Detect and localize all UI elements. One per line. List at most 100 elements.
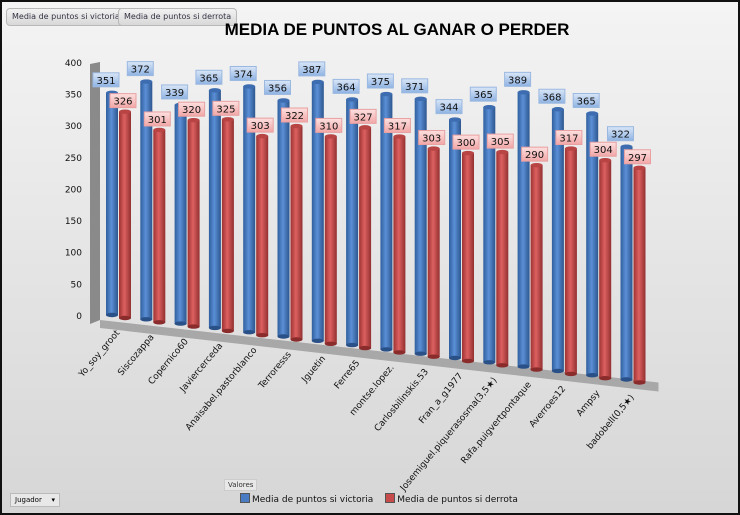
- jugador-field-dropdown[interactable]: Jugador ▾: [10, 493, 60, 507]
- data-label: 375: [371, 77, 390, 88]
- bar-base: [551, 368, 564, 374]
- bar-base: [153, 320, 166, 325]
- bar-victoria: [517, 92, 530, 367]
- legend-item-derrota: Media de puntos si derrota: [385, 493, 518, 505]
- data-label: 322: [285, 111, 304, 122]
- bar-cap: [346, 97, 359, 102]
- bar-cap: [414, 96, 427, 102]
- bar-cap: [564, 146, 577, 151]
- bar-derrota: [221, 119, 234, 331]
- data-label-box: [418, 130, 446, 146]
- values-field-button[interactable]: Valores: [224, 479, 258, 491]
- bar-base: [324, 341, 337, 346]
- bar-base: [586, 373, 599, 378]
- bar-derrota: [530, 165, 543, 370]
- bar-base: [449, 355, 461, 361]
- legend-item-victoria: Media de puntos si victoria: [240, 493, 373, 505]
- data-label: 356: [268, 83, 287, 94]
- bar-victoria: [483, 107, 496, 363]
- data-label-box: [281, 107, 308, 123]
- x-tick-label: Rafa.puigvertpontaque: [460, 380, 535, 466]
- data-label: 303: [251, 121, 270, 132]
- bar-derrota: [633, 167, 646, 383]
- x-tick-label: Ferre65: [333, 359, 363, 392]
- data-label-box: [572, 92, 600, 108]
- x-tick-label: Yo_soy_groot: [77, 328, 123, 380]
- bar-base: [496, 363, 509, 368]
- data-label: 320: [182, 105, 201, 116]
- bar-victoria: [380, 94, 393, 350]
- x-tick-label: Terroresss: [256, 350, 294, 392]
- data-label-box: [435, 99, 463, 115]
- bar-victoria: [174, 104, 187, 324]
- data-label: 344: [439, 103, 458, 114]
- bar-victoria: [243, 86, 256, 333]
- data-label: 297: [628, 153, 647, 164]
- dropdown-arrow-icon: ▾: [51, 496, 55, 504]
- data-label-box: [161, 84, 189, 100]
- bar-cap: [140, 79, 153, 84]
- bar-base: [140, 317, 153, 322]
- data-label-box: [332, 78, 360, 94]
- y-tick-label: 300: [65, 122, 82, 132]
- bar-derrota: [393, 136, 406, 353]
- bar-cap: [633, 165, 646, 170]
- bar-derrota: [564, 148, 577, 374]
- data-label-box: [264, 79, 291, 95]
- data-label: 300: [456, 138, 475, 149]
- data-label: 365: [474, 90, 493, 101]
- legend-label: Media de puntos si victoria: [252, 495, 374, 505]
- bar-cap: [256, 133, 269, 139]
- data-label: 371: [405, 82, 424, 93]
- data-label-box: [452, 134, 480, 150]
- bar-victoria: [311, 81, 324, 341]
- bar-base: [620, 377, 633, 382]
- bar-base: [393, 350, 406, 355]
- bar-derrota: [462, 153, 474, 361]
- jugador-label: Jugador: [15, 496, 42, 504]
- bar-base: [427, 354, 440, 359]
- bar-base: [380, 347, 393, 352]
- bar-victoria: [620, 146, 633, 380]
- data-label: 317: [388, 122, 407, 133]
- back-wall-side: [90, 62, 100, 324]
- data-label-box: [212, 100, 240, 116]
- data-label-box: [401, 78, 429, 94]
- bar-victoria: [140, 81, 153, 320]
- data-label-box: [624, 149, 651, 165]
- data-label: 301: [148, 115, 167, 126]
- filter-button-derrota[interactable]: Media de puntos si derrota: [118, 8, 238, 26]
- data-label-box: [607, 126, 634, 142]
- bar-base: [517, 364, 530, 369]
- bar-base: [414, 351, 427, 356]
- bar-cap: [243, 84, 256, 89]
- data-label: 305: [491, 137, 510, 148]
- bar-derrota: [359, 127, 372, 349]
- bar-base: [599, 376, 612, 381]
- data-label: 389: [508, 75, 527, 86]
- data-label-box: [538, 88, 566, 104]
- bar-base: [174, 321, 187, 326]
- data-label: 365: [199, 73, 218, 84]
- bar-victoria: [277, 100, 290, 337]
- bar-victoria: [586, 113, 599, 376]
- data-label-box: [486, 133, 514, 149]
- bar-derrota: [153, 129, 166, 323]
- bar-base: [119, 315, 131, 321]
- bar-cap: [153, 127, 166, 133]
- data-label: 303: [422, 134, 441, 145]
- bar-cap: [393, 134, 406, 139]
- bar-cap: [290, 123, 303, 129]
- data-label-box: [195, 69, 223, 85]
- bar-base: [483, 360, 496, 365]
- bar-victoria: [208, 90, 221, 328]
- data-label: 310: [319, 121, 338, 132]
- bar-derrota: [256, 136, 269, 336]
- data-label-box: [246, 117, 274, 133]
- bar-base: [564, 371, 577, 377]
- y-tick-label: 400: [65, 59, 82, 69]
- data-label-box: [504, 71, 532, 87]
- data-label: 325: [216, 104, 235, 115]
